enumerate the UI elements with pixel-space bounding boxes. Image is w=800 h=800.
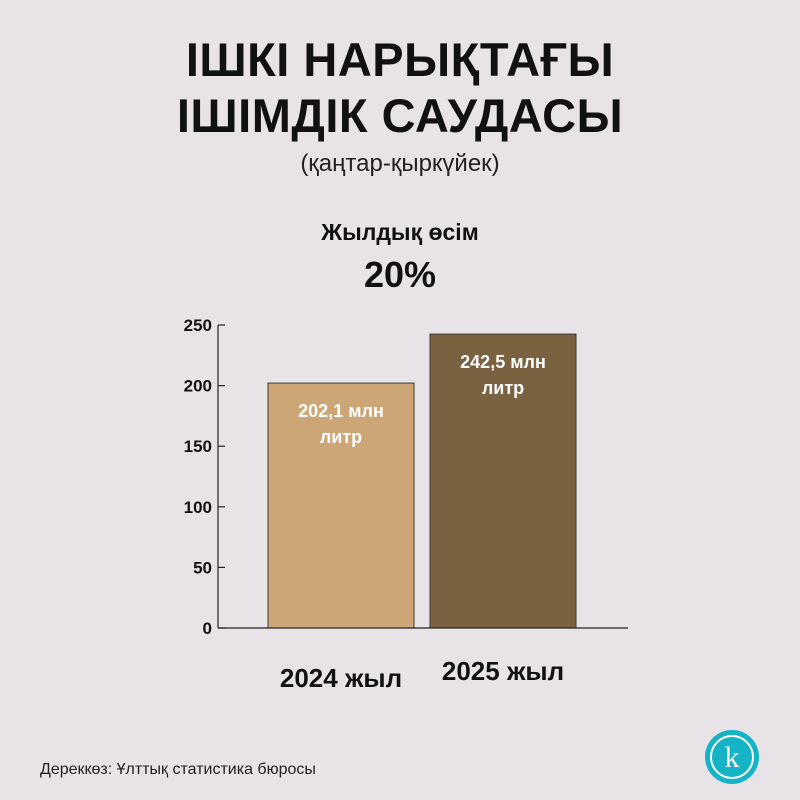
x-category-label-1: 2025 жыл <box>442 656 564 686</box>
title-line-1: ІШКІ НАРЫҚТАҒЫ <box>185 33 615 86</box>
brand-logo-icon: k <box>705 730 759 784</box>
subtitle: (қаңтар-қыркүйек) <box>300 150 500 177</box>
growth-value: 20% <box>363 254 437 295</box>
y-tick-label-5: 250 <box>184 316 212 335</box>
source-note: Дереккөз: Ұлттық статистика бюросы <box>40 761 316 778</box>
y-tick-label-1: 50 <box>193 558 212 577</box>
bar-data-label-0-0: 202,1 млн <box>298 401 384 421</box>
bar-data-label-1-1: литр <box>482 378 524 398</box>
y-tick-label-4: 200 <box>184 377 212 396</box>
bar-data-label-1-0: 242,5 млн <box>460 352 546 372</box>
page-title: ІШКІ НАРЫҚТАҒЫ ІШІМДІК САУДАСЫ <box>0 32 800 144</box>
logo-letter: k <box>725 741 740 774</box>
title-line-2: ІШІМДІК САУДАСЫ <box>176 89 624 142</box>
y-tick-label-3: 150 <box>184 437 212 456</box>
bar-data-label-0-1: литр <box>320 427 362 447</box>
x-category-label-0: 2024 жыл <box>280 663 402 693</box>
y-tick-label-0: 0 <box>203 619 212 638</box>
growth-label: Жылдық өсім <box>321 219 479 245</box>
y-tick-label-2: 100 <box>184 498 212 517</box>
